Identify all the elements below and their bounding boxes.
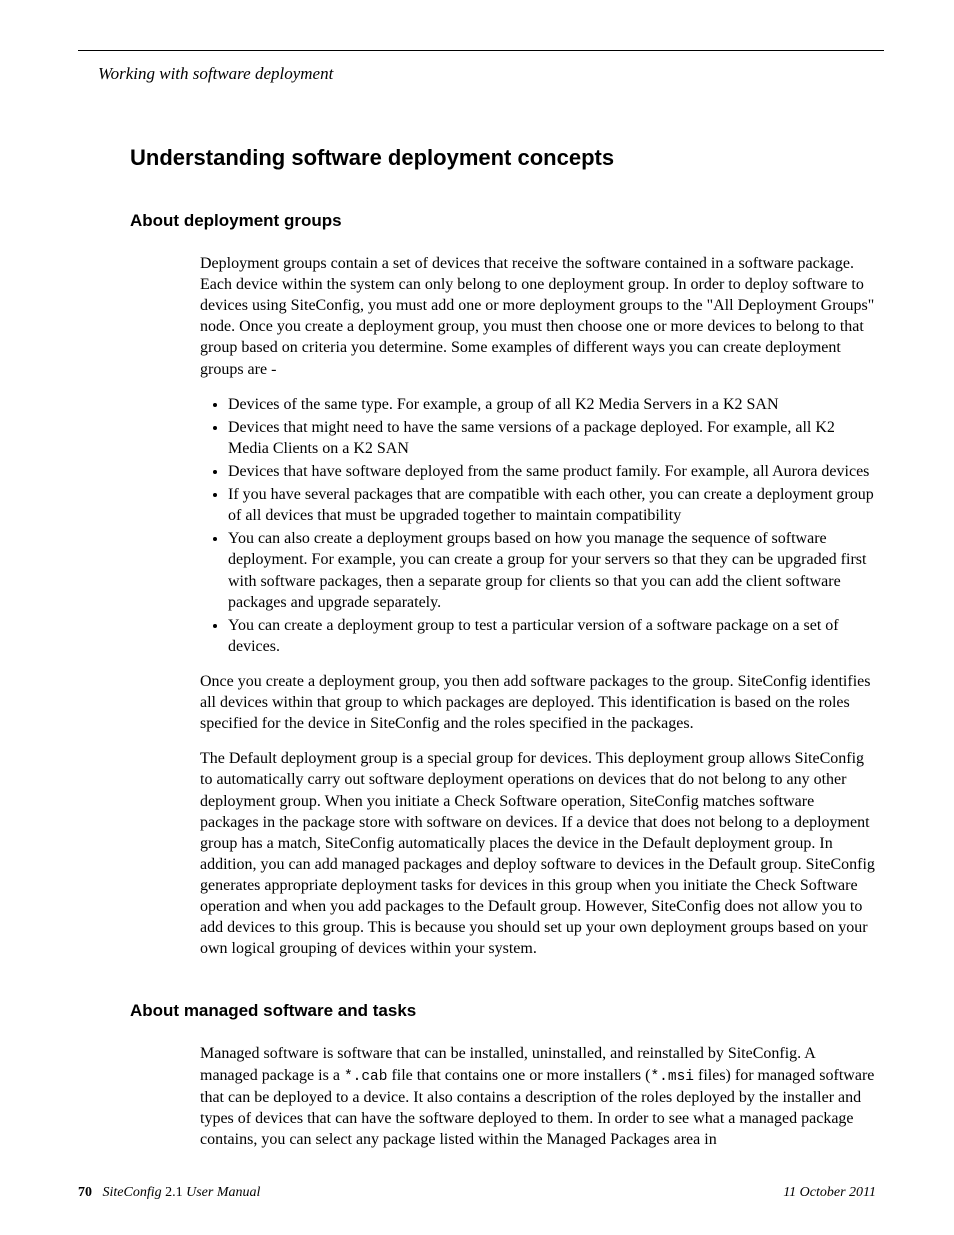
bullet-item: If you have several packages that are co… bbox=[228, 484, 876, 526]
h1-title: Understanding software deployment concep… bbox=[130, 145, 876, 171]
inline-code-msi: *.msi bbox=[650, 1069, 694, 1085]
section1-intro: Deployment groups contain a set of devic… bbox=[200, 253, 876, 380]
section2-para1: Managed software is software that can be… bbox=[200, 1043, 876, 1150]
section2-body: Managed software is software that can be… bbox=[200, 1043, 876, 1150]
footer-version: 2.1 bbox=[165, 1185, 183, 1200]
bullet-item: Devices that have software deployed from… bbox=[228, 461, 876, 482]
bullet-item: You can create a deployment group to tes… bbox=[228, 615, 876, 657]
h2-about-deployment-groups: About deployment groups bbox=[130, 211, 876, 231]
footer-product: SiteConfig bbox=[103, 1185, 162, 1200]
section1-body: Deployment groups contain a set of devic… bbox=[200, 253, 876, 959]
section1-para3: The Default deployment group is a specia… bbox=[200, 748, 876, 959]
bullet-item: You can also create a deployment groups … bbox=[228, 528, 876, 612]
top-rule bbox=[78, 50, 884, 51]
inline-code-cab: *.cab bbox=[344, 1069, 388, 1085]
h2-about-managed-software: About managed software and tasks bbox=[130, 1001, 876, 1021]
running-head: Working with software deployment bbox=[98, 64, 333, 84]
section1-para2: Once you create a deployment group, you … bbox=[200, 671, 876, 734]
content-area: Understanding software deployment concep… bbox=[130, 145, 876, 1164]
text-run: file that contains one or more installer… bbox=[387, 1067, 650, 1084]
bullet-item: Devices that might need to have the same… bbox=[228, 417, 876, 459]
footer-doc-title: User Manual bbox=[186, 1185, 260, 1200]
page: Working with software deployment Underst… bbox=[0, 0, 954, 1235]
footer: 70 SiteConfig 2.1 User Manual 11 October… bbox=[78, 1185, 876, 1201]
footer-right: 11 October 2011 bbox=[783, 1185, 876, 1201]
section1-bullet-list: Devices of the same type. For example, a… bbox=[200, 394, 876, 657]
bullet-item: Devices of the same type. For example, a… bbox=[228, 394, 876, 415]
footer-left: 70 SiteConfig 2.1 User Manual bbox=[78, 1185, 260, 1201]
page-number: 70 bbox=[78, 1185, 92, 1200]
